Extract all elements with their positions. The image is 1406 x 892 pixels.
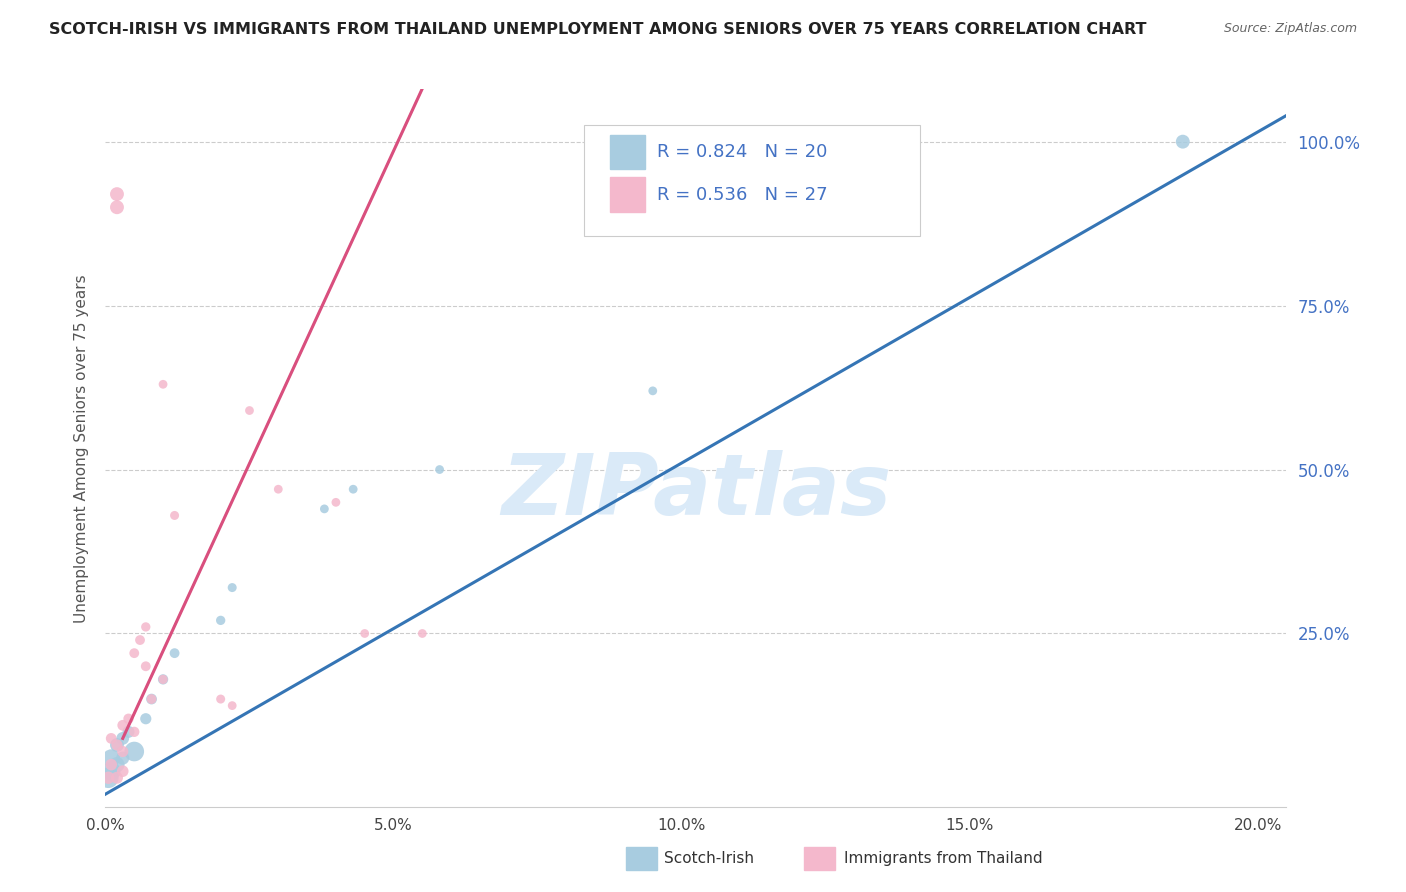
Point	[163, 508, 186, 523]
Point	[111, 764, 134, 779]
Point	[100, 731, 122, 746]
Point	[100, 764, 122, 779]
FancyBboxPatch shape	[583, 125, 921, 236]
Point	[238, 403, 260, 417]
Point	[1171, 135, 1194, 149]
Text: Immigrants from Thailand: Immigrants from Thailand	[844, 851, 1042, 865]
Point	[429, 462, 451, 476]
Point	[267, 482, 290, 496]
Text: R = 0.536   N = 27: R = 0.536 N = 27	[657, 186, 828, 203]
Point	[209, 692, 232, 706]
Point	[163, 646, 186, 660]
Point	[122, 724, 145, 739]
Point	[105, 771, 128, 785]
Text: Scotch-Irish: Scotch-Irish	[664, 851, 754, 865]
Bar	[610, 135, 645, 169]
Text: ZIPatlas: ZIPatlas	[501, 450, 891, 533]
Point	[117, 712, 139, 726]
Y-axis label: Unemployment Among Seniors over 75 years: Unemployment Among Seniors over 75 years	[73, 274, 89, 623]
Point	[221, 581, 243, 595]
Point	[97, 771, 120, 785]
Point	[111, 745, 134, 759]
Point	[122, 745, 145, 759]
Point	[135, 659, 157, 673]
Text: Source: ZipAtlas.com: Source: ZipAtlas.com	[1223, 22, 1357, 36]
Text: SCOTCH-IRISH VS IMMIGRANTS FROM THAILAND UNEMPLOYMENT AMONG SENIORS OVER 75 YEAR: SCOTCH-IRISH VS IMMIGRANTS FROM THAILAND…	[49, 22, 1147, 37]
Point	[325, 495, 347, 509]
Point	[135, 620, 157, 634]
Point	[135, 712, 157, 726]
Point	[152, 673, 174, 687]
Point	[105, 738, 128, 752]
Point	[105, 738, 128, 752]
Point	[97, 771, 120, 785]
Point	[100, 757, 122, 772]
Point	[100, 751, 122, 765]
Point	[105, 200, 128, 214]
Point	[117, 724, 139, 739]
Point	[221, 698, 243, 713]
Point	[111, 751, 134, 765]
Point	[209, 613, 232, 627]
Point	[314, 502, 336, 516]
Bar	[610, 178, 645, 211]
Point	[105, 757, 128, 772]
Point	[152, 377, 174, 392]
Point	[111, 731, 134, 746]
Point	[152, 673, 174, 687]
Point	[342, 482, 364, 496]
Text: R = 0.824   N = 20: R = 0.824 N = 20	[657, 143, 827, 161]
Point	[353, 626, 375, 640]
Point	[411, 626, 433, 640]
Point	[141, 692, 163, 706]
Point	[141, 692, 163, 706]
Point	[105, 187, 128, 202]
Point	[122, 646, 145, 660]
Point	[129, 633, 152, 648]
Point	[641, 384, 664, 398]
Point	[111, 718, 134, 732]
